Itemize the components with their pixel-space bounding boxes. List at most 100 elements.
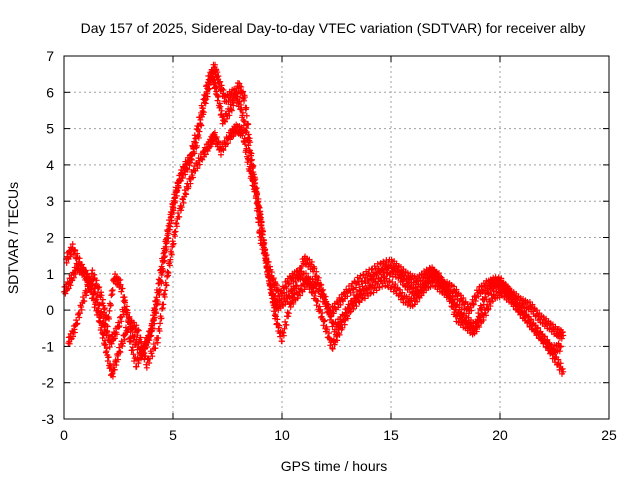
data-point [199,108,206,115]
data-point [379,283,386,290]
data-point [353,303,360,310]
data-point [241,135,248,142]
data-point [560,332,567,339]
data-point [167,256,174,263]
data-point [115,356,122,363]
data-point [388,264,395,271]
data-point [174,210,181,217]
data-point [279,338,285,345]
data-point [339,324,346,331]
y-tick-label: 4 [46,157,54,173]
data-point [118,288,125,295]
series-track-3 [65,121,565,371]
data-point [247,139,254,146]
data-point [485,290,492,297]
data-point [418,292,425,299]
data-point [220,147,227,154]
data-point [347,309,354,316]
data-point [158,315,165,322]
x-tick-label: 25 [601,427,617,443]
data-point [168,251,175,258]
data-point [271,304,278,311]
data-point [217,103,224,110]
x-tick-label: 20 [492,427,508,443]
data-point [155,335,162,342]
data-point [151,314,158,321]
data-point [122,297,129,304]
data-point [96,284,103,291]
data-point [213,133,220,140]
data-point [223,115,230,122]
data-point [149,353,156,360]
data-point [163,282,170,289]
data-point [212,83,219,90]
data-point [144,339,151,346]
data-point [253,192,260,199]
data-point [555,356,562,363]
data-point [228,107,235,114]
data-point [177,202,184,209]
data-point [324,326,331,333]
data-point [133,322,140,329]
data-point [183,191,190,198]
data-point [99,296,106,303]
data-point [118,318,125,325]
data-point [134,332,141,339]
data-point [173,223,180,230]
data-point [344,293,351,300]
data-point [529,301,536,308]
data-point [200,109,207,116]
data-point [308,258,315,265]
data-point [148,350,155,357]
data-point [124,329,131,336]
data-point [117,281,124,288]
data-point [311,292,318,299]
data-point [189,174,196,181]
data-point [149,325,156,332]
data-point [316,308,323,315]
data-point [252,186,259,193]
data-point [213,84,220,91]
data-point [312,290,319,297]
data-point [518,304,525,311]
data-point [179,196,186,203]
data-point [318,313,325,320]
data-point [352,284,359,291]
data-point [414,298,421,305]
data-point [170,207,177,214]
data-point [341,321,348,328]
data-point [79,294,86,301]
data-point [321,317,328,324]
data-point [478,304,485,311]
data-point [201,91,208,98]
data-point [253,200,260,207]
data-point [116,323,123,330]
data-point [416,275,423,282]
data-point [76,255,83,262]
data-point [329,345,336,352]
data-point [80,266,87,273]
data-point [93,277,100,284]
data-point [194,165,201,172]
data-point [191,150,198,157]
y-tick-label: 6 [46,84,54,100]
data-point [133,363,140,370]
data-point [370,289,377,296]
data-point [248,150,255,157]
data-point [217,78,224,85]
x-tick-label: 5 [169,427,177,443]
data-point [160,267,167,274]
data-point [202,97,209,104]
data-point [140,343,147,350]
data-point [72,270,79,277]
data-point [186,162,193,169]
data-point [520,300,527,307]
y-tick-label: -1 [42,338,55,354]
data-point [376,268,383,275]
data-point [316,303,323,310]
data-point [406,298,413,305]
data-point [440,278,447,285]
data-point [212,61,219,68]
data-point [197,121,204,128]
data-point [204,147,211,154]
